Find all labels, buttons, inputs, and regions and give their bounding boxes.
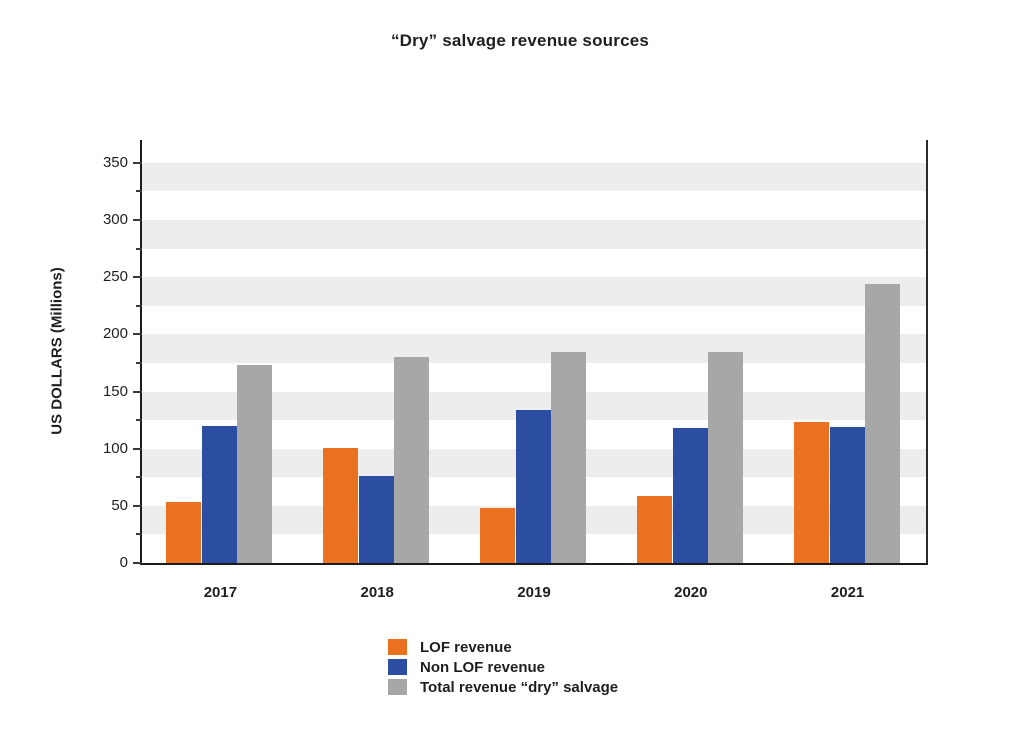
bar-lof-revenue-2018 [323, 447, 359, 563]
y-major-tick [133, 276, 142, 279]
grid-band [142, 162, 926, 192]
y-minor-tick [136, 419, 142, 422]
bar-lof-revenue-2020 [636, 495, 672, 563]
x-axis-label: 2020 [674, 584, 708, 601]
y-major-tick [133, 390, 142, 393]
legend-swatch-icon [388, 679, 407, 695]
y-axis-title: US DOLLARS (Millions) [48, 267, 66, 435]
bar-lof-revenue-2019 [480, 508, 515, 563]
y-tick-label: 150 [102, 382, 128, 400]
bar-total-revenue-dry-salvage-2017 [237, 365, 273, 563]
y-major-tick [133, 562, 142, 564]
y-tick-label: 50 [111, 496, 128, 514]
legend-item: LOF revenue [388, 637, 618, 657]
legend-label: Total revenue “dry” salvage [420, 678, 619, 696]
y-tick-label: 250 [102, 268, 128, 286]
bar-lof-revenue-2017 [166, 502, 202, 563]
bar-non-lof-revenue-2017 [202, 425, 238, 563]
legend: LOF revenue Non LOF revenue Total revenue … [388, 637, 618, 697]
y-minor-tick [136, 361, 142, 364]
bar-non-lof-revenue-2019 [516, 409, 551, 563]
y-tick-label: 100 [102, 439, 128, 457]
y-minor-tick [136, 476, 142, 479]
y-tick-label: 200 [102, 325, 128, 343]
y-minor-tick [136, 247, 142, 250]
legend-swatch-icon [388, 639, 407, 655]
y-major-tick [133, 161, 142, 164]
y-minor-tick [136, 190, 142, 193]
y-major-tick [133, 333, 142, 336]
bar-non-lof-revenue-2020 [672, 428, 708, 563]
bar-non-lof-revenue-2018 [359, 476, 395, 563]
x-axis-label: 2021 [830, 584, 865, 601]
bar-total-revenue-dry-salvage-2018 [394, 357, 430, 563]
plot-area: 0 50 100 150 200 250 300 350 2017 2018 2019 2020 202… [103, 140, 928, 601]
legend-label: Non LOF revenue [420, 658, 546, 676]
legend-item: Total revenue “dry” salvage [388, 677, 618, 697]
y-minor-tick [136, 304, 142, 307]
chart-title: “Dry” salvage revenue sources [390, 31, 650, 50]
bar-total-revenue-dry-salvage-2021 [864, 284, 900, 563]
legend-swatch-icon [388, 659, 407, 675]
bar-lof-revenue-2021 [793, 422, 829, 563]
y-minor-tick [136, 533, 142, 536]
bar-non-lof-revenue-2021 [829, 426, 865, 563]
grid-band [142, 277, 926, 306]
y-tick-label: 0 [119, 554, 128, 571]
y-major-tick [133, 447, 142, 450]
y-major-tick [133, 504, 142, 507]
legend-label: LOF revenue [420, 638, 512, 656]
x-axis-label: 2019 [517, 584, 551, 601]
grid-band [142, 220, 926, 249]
y-tick-label: 350 [102, 153, 128, 171]
bar-total-revenue-dry-salvage-2020 [707, 351, 743, 563]
y-tick-label: 300 [102, 211, 128, 229]
grid-band [142, 334, 926, 363]
x-axis-label: 2017 [203, 584, 238, 601]
x-axis-label: 2018 [360, 584, 394, 601]
legend-item: Non LOF revenue [388, 657, 618, 677]
y-major-tick [133, 219, 142, 222]
bar-total-revenue-dry-salvage-2019 [551, 351, 586, 563]
